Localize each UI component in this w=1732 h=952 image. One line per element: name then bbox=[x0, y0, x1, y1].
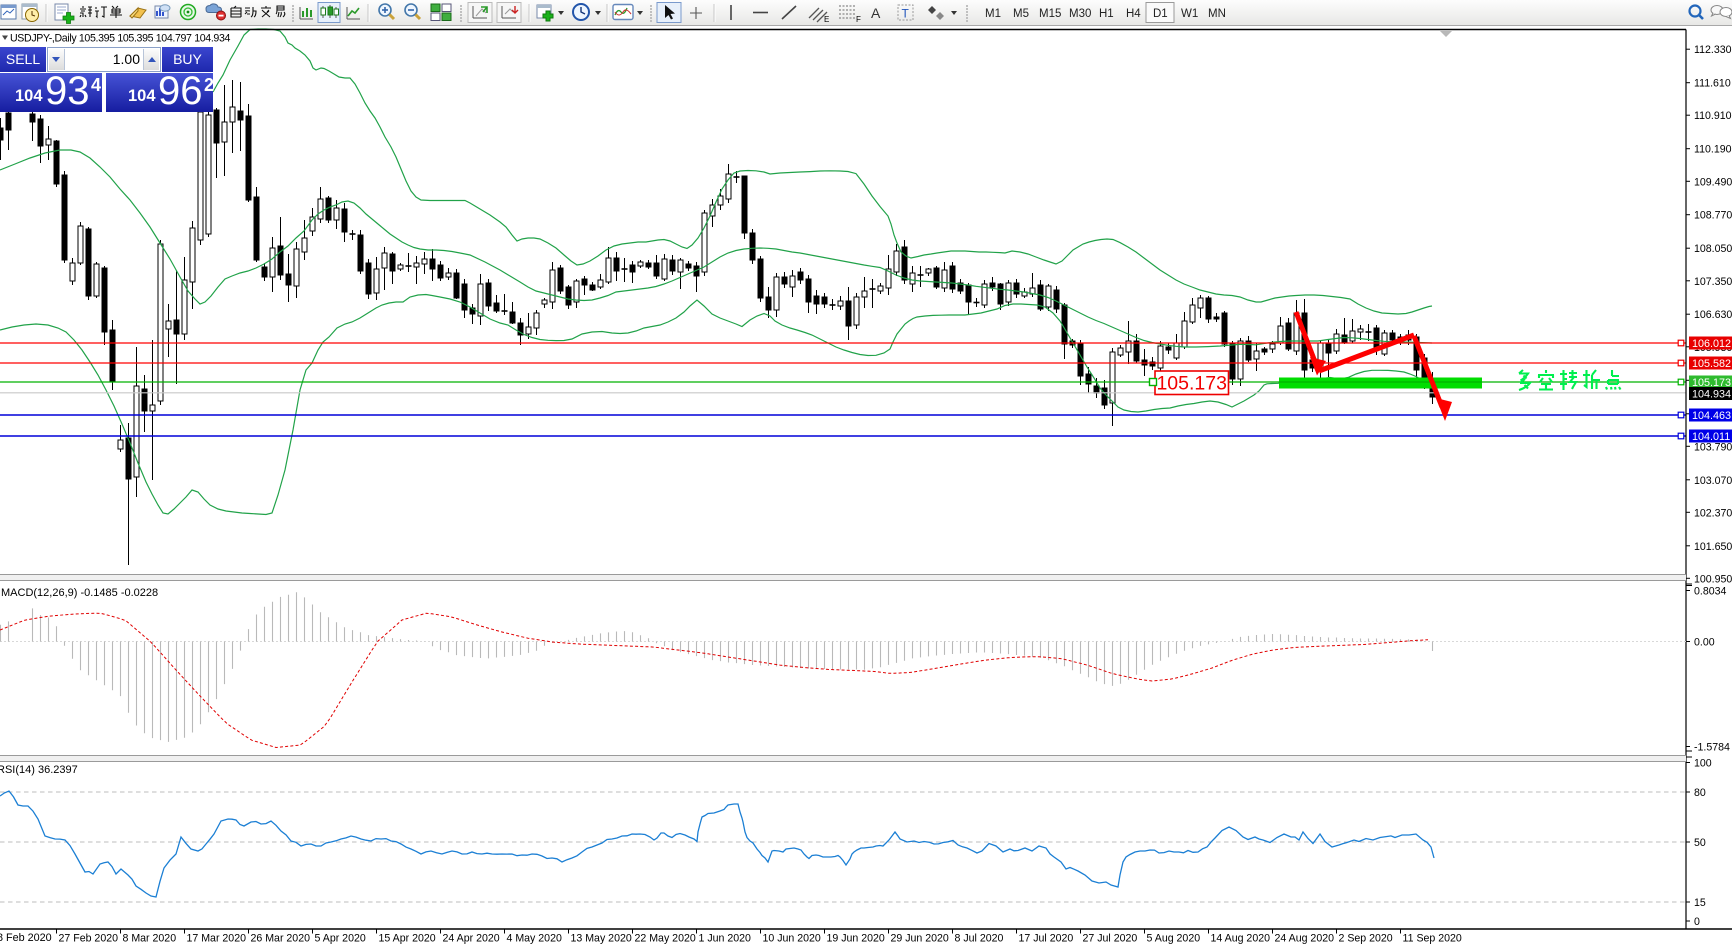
svg-text:103.070: 103.070 bbox=[1694, 475, 1732, 487]
svg-text:8 Mar 2020: 8 Mar 2020 bbox=[123, 933, 177, 945]
svg-text:108.050: 108.050 bbox=[1694, 243, 1732, 255]
svg-text:2 Sep 2020: 2 Sep 2020 bbox=[1339, 933, 1393, 945]
svg-text:105.173: 105.173 bbox=[1692, 377, 1731, 389]
svg-text:107.350: 107.350 bbox=[1694, 276, 1732, 288]
svg-text:106.630: 106.630 bbox=[1694, 309, 1732, 321]
svg-text:0.00: 0.00 bbox=[1694, 637, 1715, 649]
svg-text:22 May 2020: 22 May 2020 bbox=[635, 933, 696, 945]
svg-text:105.582: 105.582 bbox=[1692, 358, 1731, 370]
svg-text:104.463: 104.463 bbox=[1692, 410, 1731, 422]
svg-text:10 Jun 2020: 10 Jun 2020 bbox=[763, 933, 821, 945]
svg-text:M30: M30 bbox=[1069, 8, 1091, 20]
svg-text:T: T bbox=[902, 7, 910, 21]
svg-text:17 Mar 2020: 17 Mar 2020 bbox=[187, 933, 247, 945]
svg-text:14 Aug 2020: 14 Aug 2020 bbox=[1211, 933, 1271, 945]
svg-text:50: 50 bbox=[1694, 837, 1706, 849]
svg-text:101.650: 101.650 bbox=[1694, 541, 1732, 553]
svg-text:100: 100 bbox=[1694, 758, 1712, 770]
svg-text:D1: D1 bbox=[1153, 8, 1168, 20]
svg-text:80: 80 bbox=[1694, 787, 1706, 799]
svg-text:MACD(12,26,9) -0.1485 -0.0228: MACD(12,26,9) -0.1485 -0.0228 bbox=[1, 587, 158, 599]
svg-text:110.910: 110.910 bbox=[1694, 110, 1732, 122]
svg-text:111.610: 111.610 bbox=[1694, 78, 1731, 90]
svg-text:112.330: 112.330 bbox=[1694, 44, 1732, 56]
svg-text:4 May 2020: 4 May 2020 bbox=[507, 933, 562, 945]
svg-text:W1: W1 bbox=[1181, 8, 1198, 20]
svg-text:109.490: 109.490 bbox=[1694, 176, 1732, 188]
svg-text:0: 0 bbox=[1694, 916, 1700, 928]
svg-text:108.770: 108.770 bbox=[1694, 210, 1732, 222]
svg-text:15 Apr 2020: 15 Apr 2020 bbox=[379, 933, 436, 945]
svg-text:H4: H4 bbox=[1126, 8, 1141, 20]
svg-text:29 Jun 2020: 29 Jun 2020 bbox=[891, 933, 949, 945]
svg-text:26 Mar 2020: 26 Mar 2020 bbox=[251, 933, 311, 945]
svg-text:8 Jul 2020: 8 Jul 2020 bbox=[955, 933, 1004, 945]
svg-text:A: A bbox=[871, 5, 881, 21]
svg-text:M15: M15 bbox=[1039, 8, 1061, 20]
svg-text:M5: M5 bbox=[1013, 8, 1029, 20]
svg-text:104.011: 104.011 bbox=[1692, 431, 1730, 443]
svg-text:13 May 2020: 13 May 2020 bbox=[571, 933, 632, 945]
svg-text:103.790: 103.790 bbox=[1694, 441, 1732, 453]
svg-text:USDJPY-,Daily 105.395 105.395: USDJPY-,Daily 105.395 105.395 104.797 10… bbox=[10, 33, 230, 45]
svg-text:106.012: 106.012 bbox=[1692, 338, 1731, 350]
svg-text:0.8034: 0.8034 bbox=[1694, 586, 1727, 598]
svg-text:104.934: 104.934 bbox=[1692, 389, 1731, 401]
svg-text:110.190: 110.190 bbox=[1694, 144, 1732, 156]
svg-text:11 Sep 2020: 11 Sep 2020 bbox=[1403, 933, 1462, 945]
svg-text:27 Jul 2020: 27 Jul 2020 bbox=[1083, 933, 1138, 945]
svg-text:RSI(14) 36.2397: RSI(14) 36.2397 bbox=[0, 764, 78, 776]
svg-text:17 Jul 2020: 17 Jul 2020 bbox=[1019, 933, 1074, 945]
svg-text:24 Apr 2020: 24 Apr 2020 bbox=[443, 933, 500, 945]
svg-text:-1.5784: -1.5784 bbox=[1694, 742, 1730, 754]
svg-text:5 Aug 2020: 5 Aug 2020 bbox=[1147, 933, 1201, 945]
svg-text:MN: MN bbox=[1208, 8, 1226, 20]
svg-text:19 Jun 2020: 19 Jun 2020 bbox=[827, 933, 885, 945]
svg-text:105.173: 105.173 bbox=[1156, 373, 1227, 395]
svg-text:H1: H1 bbox=[1099, 8, 1114, 20]
svg-text:5 Apr 2020: 5 Apr 2020 bbox=[315, 933, 366, 945]
svg-text:102.370: 102.370 bbox=[1694, 507, 1732, 519]
svg-text:M1: M1 bbox=[985, 8, 1001, 20]
svg-text:18 Feb 2020: 18 Feb 2020 bbox=[0, 932, 52, 944]
svg-text:15: 15 bbox=[1694, 897, 1706, 909]
svg-text:E: E bbox=[824, 15, 829, 24]
svg-text:27 Feb 2020: 27 Feb 2020 bbox=[59, 933, 119, 945]
svg-text:100.950: 100.950 bbox=[1694, 573, 1732, 585]
svg-text:1 Jun 2020: 1 Jun 2020 bbox=[699, 933, 752, 945]
svg-text:24 Aug 2020: 24 Aug 2020 bbox=[1275, 933, 1335, 945]
svg-text:F: F bbox=[856, 15, 861, 24]
